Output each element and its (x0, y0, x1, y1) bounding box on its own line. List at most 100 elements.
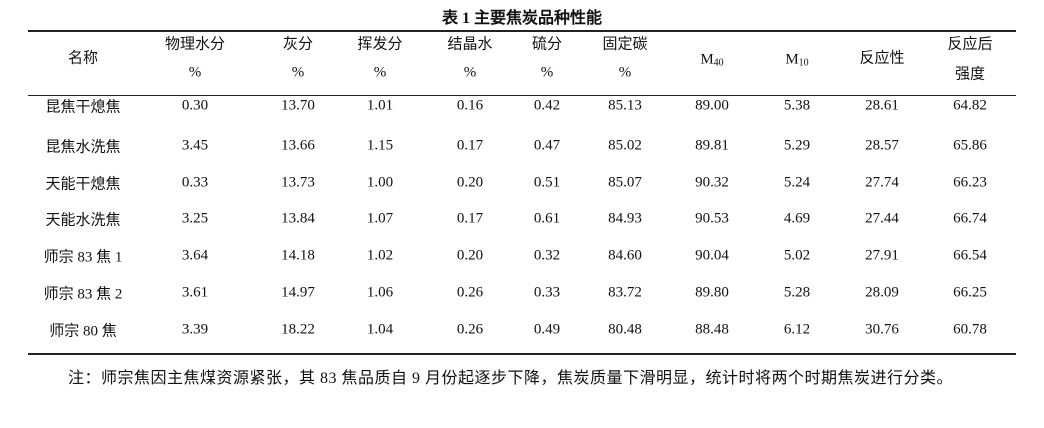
cell: 85.07 (608, 174, 642, 191)
header-cell: M10 (785, 52, 808, 69)
cell: 0.61 (533, 210, 561, 227)
cell: 28.09 (865, 284, 899, 301)
cell: 0.17 (456, 210, 484, 227)
cell: 66.25 (953, 284, 987, 301)
row-label: 昆焦水洗焦 (45, 139, 121, 156)
cell: 64.82 (953, 97, 987, 114)
cell: 0.47 (533, 137, 561, 154)
cell: 14.18 (281, 247, 315, 264)
cell: 5.29 (783, 137, 811, 154)
cell: 0.20 (456, 247, 484, 264)
cell: 27.44 (865, 210, 899, 227)
header-rule (28, 95, 1016, 96)
header-cell: 名称 (67, 50, 99, 67)
cell: 1.04 (366, 321, 394, 338)
cell: 83.72 (608, 284, 642, 301)
table-title: 表 1 主要焦炭品种性能 (441, 10, 602, 27)
header-text: M (785, 51, 799, 68)
header-cell: 结晶水 (447, 36, 493, 53)
cell: 13.84 (281, 210, 315, 227)
cell: 60.78 (953, 321, 987, 338)
cell: 90.04 (695, 247, 729, 264)
cell: 1.00 (366, 174, 394, 191)
cell: 90.53 (695, 210, 729, 227)
header-cell: M40 (700, 52, 723, 69)
header-cell: % (618, 64, 632, 81)
header-text: M (700, 51, 714, 68)
cell: 66.74 (953, 210, 987, 227)
cell: 1.02 (366, 247, 394, 264)
header-subscript: 10 (798, 57, 809, 69)
cell: 3.64 (181, 247, 209, 264)
cell: 0.26 (456, 321, 484, 338)
cell: 30.76 (865, 321, 899, 338)
cell: 3.45 (181, 137, 209, 154)
header-cell: 强度 (954, 66, 986, 83)
cell: 6.12 (783, 321, 811, 338)
cell: 88.48 (695, 321, 729, 338)
cell: 5.38 (783, 97, 811, 114)
cell: 27.74 (865, 174, 899, 191)
cell: 28.61 (865, 97, 899, 114)
cell: 0.17 (456, 137, 484, 154)
header-cell: % (540, 64, 554, 81)
header-cell: 硫分 (531, 36, 563, 53)
header-cell: % (291, 64, 305, 81)
cell: 89.81 (695, 137, 729, 154)
cell: 0.33 (533, 284, 561, 301)
cell: 1.01 (366, 97, 394, 114)
cell: 0.26 (456, 284, 484, 301)
cell: 0.20 (456, 174, 484, 191)
cell: 1.15 (366, 137, 394, 154)
cell: 0.42 (533, 97, 561, 114)
cell: 66.23 (953, 174, 987, 191)
header-cell: % (188, 64, 202, 81)
cell: 5.24 (783, 174, 811, 191)
table-note: 注：师宗焦因主焦煤资源紧张，其 83 焦品质自 9 月份起逐步下降，焦炭质量下滑… (68, 370, 954, 387)
header-cell: % (463, 64, 477, 81)
cell: 0.51 (533, 174, 561, 191)
header-cell: 固定碳 (602, 36, 648, 53)
cell: 84.93 (608, 210, 642, 227)
header-cell: 反应后 (947, 36, 993, 53)
cell: 80.48 (608, 321, 642, 338)
cell: 1.06 (366, 284, 394, 301)
cell: 0.16 (456, 97, 484, 114)
cell: 18.22 (281, 321, 315, 338)
header-cell: 灰分 (282, 36, 314, 53)
cell: 13.66 (281, 137, 315, 154)
header-cell: % (373, 64, 387, 81)
cell: 5.02 (783, 247, 811, 264)
row-label: 师宗 83 焦 1 (43, 249, 123, 266)
header-cell: 反应性 (859, 50, 905, 67)
header-subscript: 40 (713, 57, 724, 69)
cell: 5.28 (783, 284, 811, 301)
cell: 1.07 (366, 210, 394, 227)
cell: 3.25 (181, 210, 209, 227)
header-cell: 挥发分 (357, 36, 403, 53)
cell: 28.57 (865, 137, 899, 154)
row-label: 师宗 80 焦 (49, 323, 117, 340)
top-rule (28, 30, 1016, 32)
cell: 85.02 (608, 137, 642, 154)
row-label: 师宗 83 焦 2 (43, 286, 123, 303)
cell: 85.13 (608, 97, 642, 114)
bottom-rule (28, 353, 1016, 355)
cell: 0.30 (181, 97, 209, 114)
cell: 89.00 (695, 97, 729, 114)
row-label: 天能水洗焦 (45, 212, 121, 229)
cell: 0.32 (533, 247, 561, 264)
header-cell: 物理水分 (164, 36, 226, 53)
cell: 13.73 (281, 174, 315, 191)
cell: 65.86 (953, 137, 987, 154)
cell: 84.60 (608, 247, 642, 264)
cell: 0.33 (181, 174, 209, 191)
cell: 90.32 (695, 174, 729, 191)
row-label: 天能干熄焦 (45, 176, 121, 193)
cell: 3.61 (181, 284, 209, 301)
cell: 14.97 (281, 284, 315, 301)
cell: 4.69 (783, 210, 811, 227)
cell: 0.49 (533, 321, 561, 338)
cell: 13.70 (281, 97, 315, 114)
